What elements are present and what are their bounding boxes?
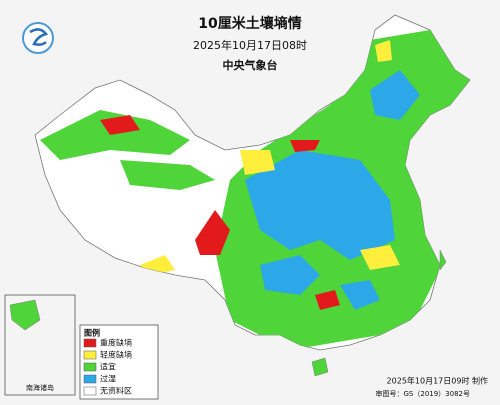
legend-swatch (83, 374, 97, 384)
datetime: 2025年10月17日08时 (193, 38, 307, 52)
legend-label: 轻度缺墒 (100, 350, 132, 360)
legend-swatch (83, 386, 97, 396)
legend-label: 适宜 (100, 362, 116, 372)
logo (22, 22, 54, 54)
issuer: 中央气象台 (223, 58, 278, 72)
made-time: 2025年10月17日09时 制作 (387, 376, 488, 386)
title: 10厘米土壤墒情 (198, 15, 301, 32)
inset-label: 南海诸岛 (26, 383, 54, 392)
legend-label: 无资料区 (100, 386, 132, 396)
legend-label: 重度缺墒 (100, 338, 132, 348)
legend-swatch (83, 362, 97, 372)
legend-title: 图例 (84, 328, 100, 338)
legend-swatch (83, 338, 97, 348)
legend-label: 过湿 (100, 374, 116, 384)
approval: 审图号：GS（2019）3082号 (376, 389, 471, 398)
legend-swatch (83, 350, 97, 360)
inset: 南海诸岛 (4, 294, 76, 396)
country-shape (34, 14, 471, 377)
